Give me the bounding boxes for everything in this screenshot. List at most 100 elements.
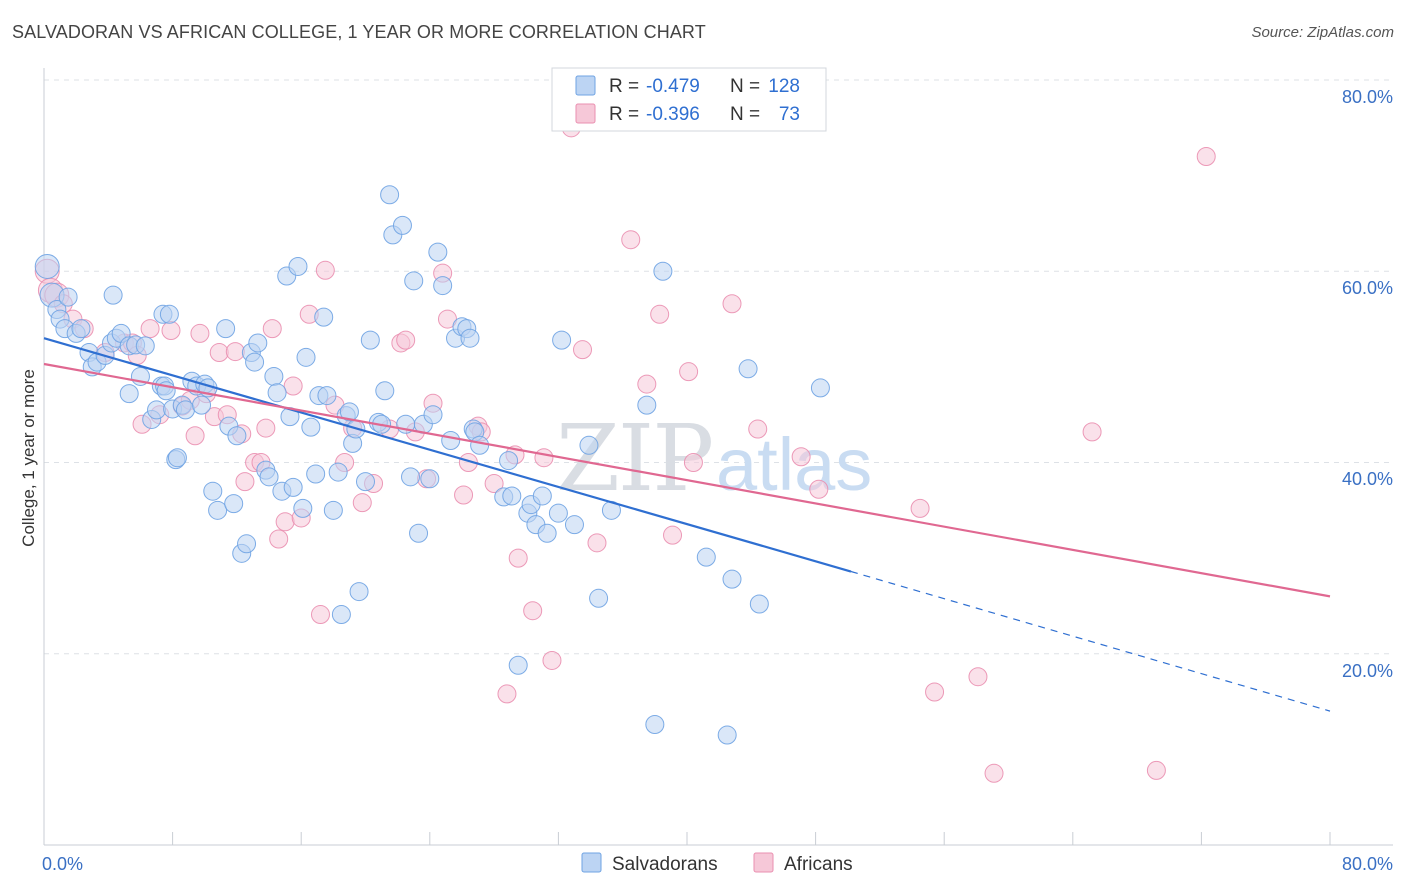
salvadoran-point-72 [349, 582, 369, 602]
african-point-34 [310, 605, 330, 625]
salvadoran-point-60 [301, 417, 321, 437]
salvadoran-point-105 [532, 486, 552, 506]
african-point-59 [542, 650, 562, 670]
salvadoran-point-111 [589, 588, 609, 608]
x-tick-label-80: 80.0% [1342, 854, 1393, 874]
salvadoran-point-69 [339, 402, 359, 422]
salvadoran-point-88 [428, 242, 448, 262]
salvadoran-point-100 [502, 486, 522, 506]
salvadoran-point-120 [749, 594, 769, 614]
y-axis-label: College, 1 year or more [19, 369, 38, 547]
trendline-salvadorans [43, 337, 852, 573]
salvadoran-point-45 [237, 534, 257, 554]
african-point-24 [235, 472, 255, 492]
salvadoran-point-94 [460, 328, 480, 348]
african-point-31 [283, 376, 303, 396]
legend-n-value-salvadorans: 128 [768, 76, 800, 97]
trendline-salvadorans-extension [850, 570, 1331, 712]
salvadoran-point-32 [175, 400, 195, 420]
african-point-69 [722, 294, 742, 314]
african-point-29 [269, 529, 289, 549]
african-point-72 [809, 479, 829, 499]
african-point-30 [275, 512, 295, 532]
legend-r-label-africans: R = [609, 104, 639, 125]
salvadoran-point-89 [433, 276, 453, 296]
salvadoran-point-35 [192, 395, 212, 415]
salvadoran-point-78 [380, 185, 400, 205]
y-tick-label-40: 40.0% [1342, 469, 1393, 489]
salvadoran-point-39 [208, 500, 228, 520]
x-axis-tick-labels: 0.0% 80.0% [42, 854, 1393, 874]
african-point-66 [663, 525, 683, 545]
african-point-65 [650, 304, 670, 324]
african-point-62 [587, 533, 607, 553]
african-point-64 [637, 374, 657, 394]
salvadoran-point-43 [227, 426, 247, 446]
african-point-77 [1082, 422, 1102, 442]
salvadoran-point-51 [264, 366, 284, 386]
african-point-67 [679, 362, 699, 382]
trend-lines [43, 337, 1331, 712]
african-point-76 [984, 763, 1004, 783]
salvadoran-point-73 [356, 472, 375, 492]
bottom-legend-swatch-salvadorans [581, 852, 602, 873]
axes [43, 68, 1393, 846]
salvadoran-point-84 [409, 523, 429, 543]
african-point-54 [497, 684, 517, 704]
salvadoran-point-20 [135, 336, 155, 356]
african-point-43 [396, 330, 416, 350]
african-point-53 [484, 474, 504, 494]
bottom-legend-swatch-africans [753, 852, 774, 873]
salvadoran-point-117 [717, 725, 737, 745]
salvadoran-point-50 [259, 467, 279, 487]
salvadoran-point-59 [296, 347, 316, 367]
salvadoran-point-83 [404, 271, 424, 291]
grid-lines [44, 79, 1393, 655]
african-point-63 [621, 230, 641, 250]
y-axis-tick-labels: 20.0% 40.0% 60.0% 80.0% [1342, 87, 1393, 681]
legend-swatch-africans [575, 103, 596, 124]
bottom-legend-label-africans: Africans [784, 854, 853, 875]
african-point-75 [968, 667, 988, 687]
african-point-27 [256, 418, 276, 438]
salvadoran-point-61 [306, 464, 326, 484]
salvadoran-point-30 [167, 448, 187, 468]
african-point-28 [262, 319, 282, 339]
african-point-49 [454, 485, 474, 505]
salvadoran-point-101 [508, 655, 528, 675]
salvadoran-point-5 [58, 287, 78, 307]
salvadoran-point-121 [810, 378, 830, 398]
salvadoran-point-0 [34, 253, 60, 279]
trendline-africans [43, 362, 1331, 598]
salvadoran-point-7 [71, 319, 91, 339]
african-point-79 [1196, 147, 1216, 166]
salvadoran-point-119 [738, 359, 758, 379]
salvadoran-point-65 [323, 500, 343, 520]
legend-swatch-salvadorans [575, 75, 596, 96]
salvadoran-point-13 [103, 285, 123, 305]
y-tick-label-60: 60.0% [1342, 278, 1393, 298]
salvadoran-point-106 [537, 523, 557, 543]
legend-n-label-africans: N = [730, 104, 760, 125]
african-point-58 [534, 448, 554, 468]
salvadoran-point-113 [637, 395, 657, 415]
salvadoran-point-64 [317, 386, 337, 406]
legend-n-label-salvadorans: N = [730, 76, 760, 97]
salvadoran-point-74 [360, 330, 380, 350]
salvadoran-point-17 [119, 384, 139, 404]
salvadoran-point-108 [552, 330, 572, 350]
y-tick-label-20: 20.0% [1342, 661, 1393, 681]
african-point-11 [140, 319, 160, 339]
salvadoran-point-82 [401, 467, 421, 487]
salvadoran-point-99 [499, 451, 519, 471]
african-point-57 [523, 601, 543, 621]
salvadoran-point-57 [288, 256, 308, 276]
african-point-68 [683, 453, 703, 472]
salvadoran-point-80 [392, 215, 412, 235]
african-point-39 [352, 493, 372, 513]
legend-r-value-salvadorans: -0.479 [646, 76, 700, 97]
salvadoran-point-67 [331, 605, 351, 625]
salvadoran-point-58 [293, 498, 313, 518]
salvadoran-point-109 [564, 515, 584, 535]
